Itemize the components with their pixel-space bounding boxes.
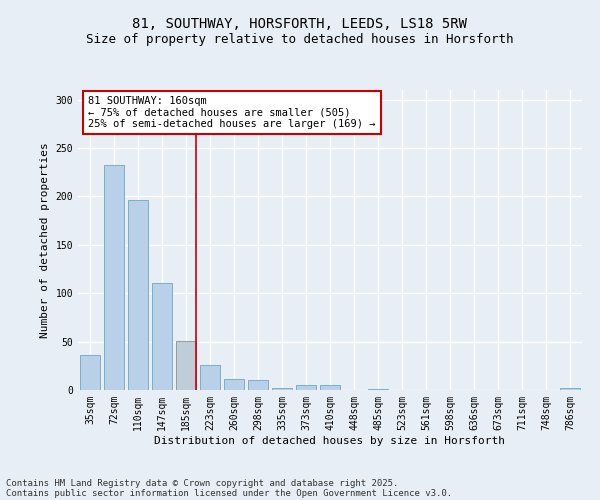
Text: Contains HM Land Registry data © Crown copyright and database right 2025.: Contains HM Land Registry data © Crown c…	[6, 478, 398, 488]
Bar	[560, 388, 580, 390]
Bar	[80, 355, 100, 390]
X-axis label: Distribution of detached houses by size in Horsforth: Distribution of detached houses by size …	[155, 436, 505, 446]
Bar	[272, 388, 292, 390]
Bar	[248, 380, 268, 390]
Bar	[128, 200, 148, 390]
Bar	[368, 389, 388, 390]
Text: Size of property relative to detached houses in Horsforth: Size of property relative to detached ho…	[86, 32, 514, 46]
Bar	[224, 380, 244, 390]
Text: 81, SOUTHWAY, HORSFORTH, LEEDS, LS18 5RW: 81, SOUTHWAY, HORSFORTH, LEEDS, LS18 5RW	[133, 18, 467, 32]
Text: Contains public sector information licensed under the Open Government Licence v3: Contains public sector information licen…	[6, 488, 452, 498]
Bar	[104, 166, 124, 390]
Bar	[176, 340, 196, 390]
Bar	[320, 385, 340, 390]
Y-axis label: Number of detached properties: Number of detached properties	[40, 142, 50, 338]
Text: 81 SOUTHWAY: 160sqm
← 75% of detached houses are smaller (505)
25% of semi-detac: 81 SOUTHWAY: 160sqm ← 75% of detached ho…	[88, 96, 376, 129]
Bar	[296, 385, 316, 390]
Bar	[152, 282, 172, 390]
Bar	[200, 365, 220, 390]
